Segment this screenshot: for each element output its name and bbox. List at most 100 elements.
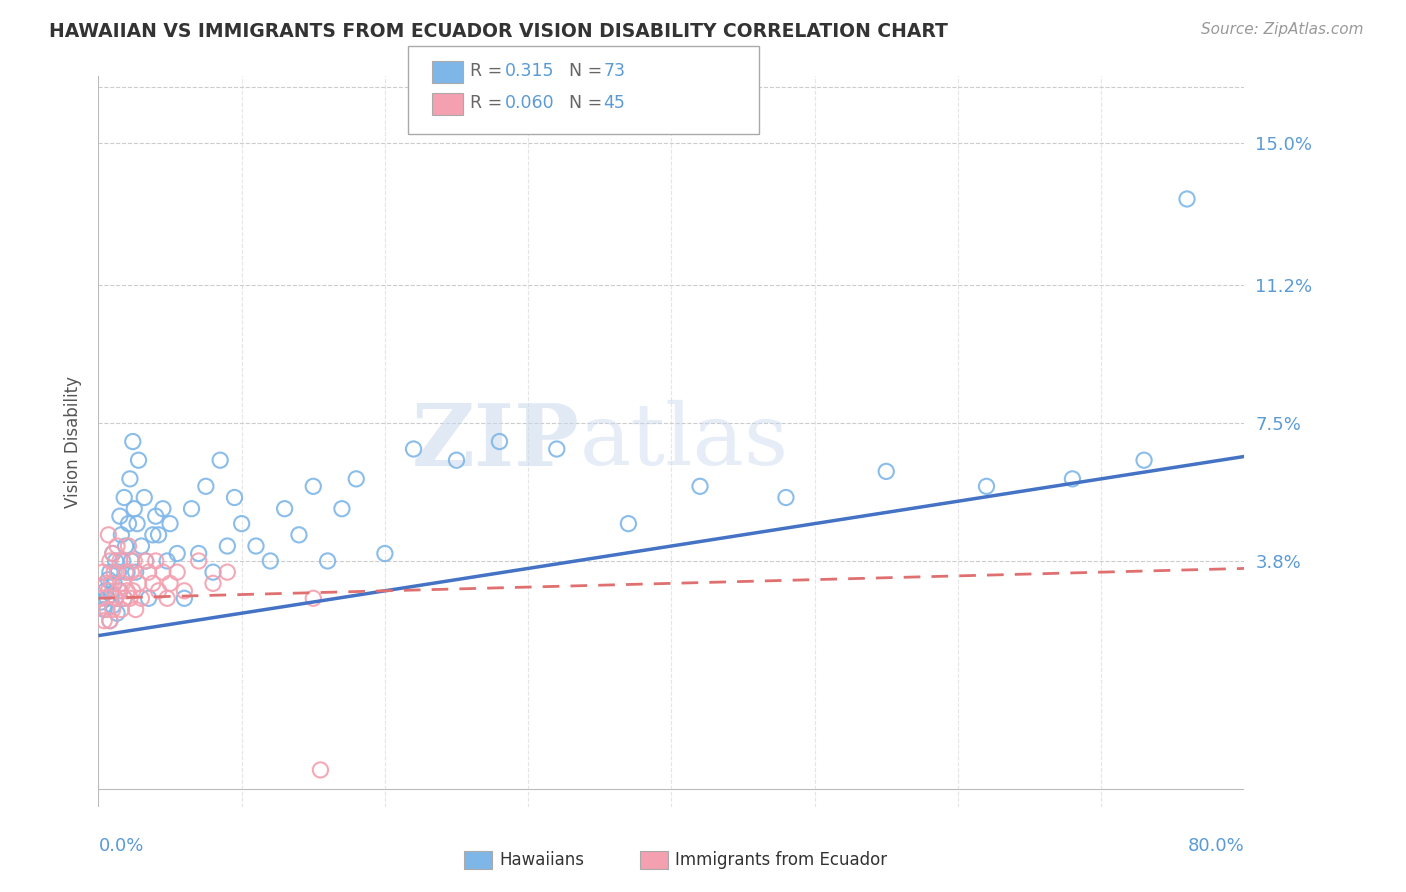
Point [96,602,118,616]
Point [111,576,134,591]
Point [152,501,174,516]
Text: 73: 73 [603,62,626,80]
Text: 0.0%: 0.0% [98,837,143,855]
Point [110,602,132,616]
Point [103,576,125,591]
Y-axis label: Vision Disability: Vision Disability [63,376,82,508]
Point [202,565,225,579]
Text: 80.0%: 80.0% [1188,837,1244,855]
Text: 0.060: 0.060 [505,95,554,112]
Point [118,591,141,606]
Point [194,479,217,493]
Text: 45: 45 [603,95,626,112]
Point [117,516,139,531]
Point [302,591,325,606]
Point [156,591,179,606]
Point [245,539,267,553]
Point [112,591,135,606]
Point [120,565,142,579]
Point [97,528,120,542]
Point [1175,192,1198,206]
Point [976,479,998,493]
Point [108,509,131,524]
Point [93,614,115,628]
Point [309,763,332,777]
Point [617,516,640,531]
Point [134,491,156,505]
Point [103,565,125,579]
Point [100,588,122,602]
Point [875,464,897,478]
Point [104,591,127,606]
Point [135,554,157,568]
Point [148,583,170,598]
Point [166,565,188,579]
Point [202,576,225,591]
Point [142,528,165,542]
Point [120,554,142,568]
Point [121,434,143,449]
Point [97,583,120,598]
Point [98,554,121,568]
Point [91,580,114,594]
Point [131,539,153,553]
Point [107,583,129,598]
Text: Hawaiians: Hawaiians [499,851,583,869]
Text: ZIP: ZIP [412,400,579,483]
Point [231,516,253,531]
Point [224,491,246,505]
Point [187,547,209,561]
Text: N =: N = [569,62,609,80]
Point [217,565,239,579]
Point [689,479,711,493]
Point [138,565,160,579]
Point [374,547,396,561]
Point [114,565,136,579]
Point [98,565,121,579]
Point [344,472,367,486]
Point [402,442,425,456]
Point [135,554,157,568]
Point [148,528,170,542]
Point [259,554,281,568]
Point [96,591,118,606]
Point [775,491,797,505]
Point [115,565,138,579]
Point [173,583,195,598]
Point [112,491,135,505]
Point [108,583,131,598]
Point [128,453,150,467]
Point [156,554,179,568]
Text: N =: N = [569,95,609,112]
Point [108,554,131,568]
Text: 0.315: 0.315 [505,62,554,80]
Point [145,509,167,524]
Point [107,565,129,579]
Point [187,554,209,568]
Point [173,591,195,606]
Point [90,591,112,606]
Point [104,554,127,568]
Point [98,614,121,628]
Point [273,501,295,516]
Point [180,501,202,516]
Point [101,547,124,561]
Point [446,453,468,467]
Point [114,539,136,553]
Point [166,547,188,561]
Point [145,554,167,568]
Point [91,565,114,579]
Point [546,442,568,456]
Point [117,539,139,553]
Point [112,591,135,606]
Point [104,591,127,606]
Point [101,599,124,613]
Point [90,595,112,609]
Point [1133,453,1156,467]
Text: R =: R = [470,95,508,112]
Point [128,576,150,591]
Point [152,565,174,579]
Point [105,539,128,553]
Point [94,576,117,591]
Point [217,539,239,553]
